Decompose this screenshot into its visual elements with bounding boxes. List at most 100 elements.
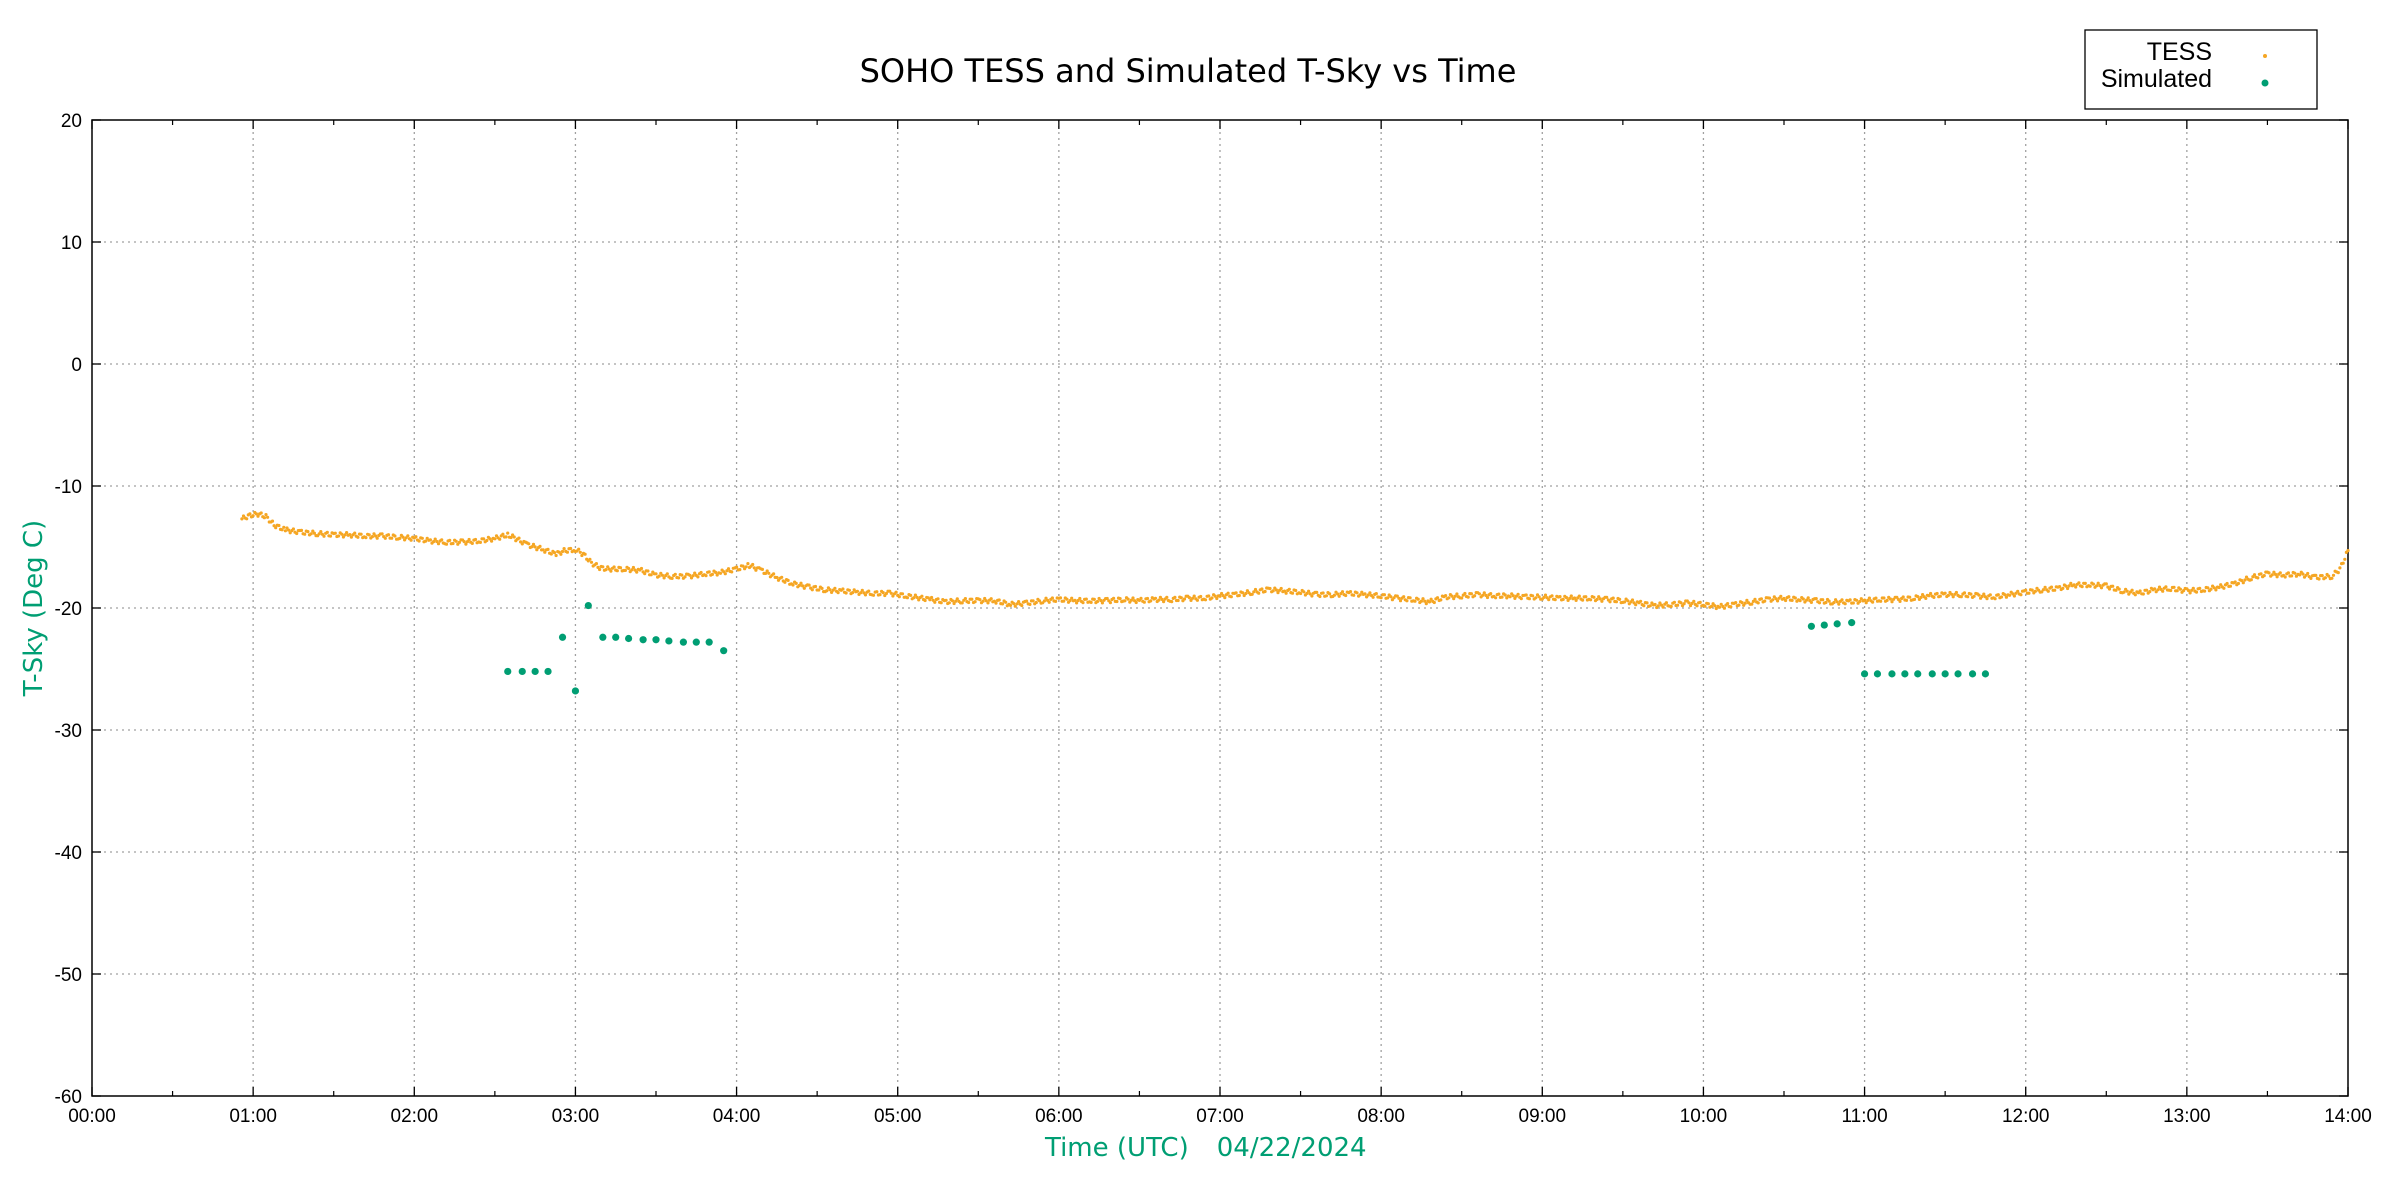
tess-point: [2111, 584, 2115, 588]
tess-point: [348, 533, 352, 537]
tess-point: [944, 598, 948, 602]
tess-point: [367, 533, 371, 537]
tess-point: [1013, 604, 1017, 608]
tess-point: [1473, 594, 1477, 598]
tess-point: [2317, 577, 2321, 581]
tess-point: [1642, 604, 1646, 608]
tess-point: [807, 583, 811, 587]
tess-point: [1070, 596, 1074, 600]
tess-point: [1268, 586, 1272, 591]
tess-point: [786, 578, 790, 583]
tess-point: [1814, 597, 1818, 601]
tess-point: [375, 536, 379, 540]
simulated-point: [1888, 670, 1896, 678]
tess-point: [997, 598, 1001, 602]
tess-point: [983, 596, 987, 601]
tess-point: [1927, 594, 1931, 598]
tess-point: [1287, 587, 1291, 591]
tess-point: [1534, 596, 1538, 600]
tess-point: [1946, 593, 1950, 598]
tess-point: [2107, 587, 2112, 591]
tess-point: [1100, 601, 1104, 605]
tess-point: [744, 565, 748, 569]
tess-point: [2041, 588, 2045, 592]
tess-point: [1173, 595, 1177, 600]
chart-title: SOHO TESS and Simulated T-Sky vs Time: [860, 52, 1517, 90]
tess-point: [601, 565, 605, 569]
tess-point: [2133, 593, 2137, 597]
tess-point: [1427, 600, 1432, 604]
x-axis-label: Time (UTC) 04/22/2024: [1044, 1133, 1367, 1163]
x-tick-label: 03:00: [552, 1106, 600, 1127]
tess-point: [891, 594, 895, 598]
tess-point: [1068, 599, 1072, 603]
tess-point: [1252, 590, 1256, 594]
tess-point: [1419, 599, 1423, 603]
tess-point: [1787, 595, 1791, 599]
tess-point: [2275, 575, 2279, 579]
simulated-point: [558, 633, 567, 641]
tess-point: [833, 586, 837, 590]
tess-point: [752, 566, 756, 570]
tess-point: [609, 569, 613, 573]
tess-point: [349, 535, 353, 539]
tess-point: [1000, 602, 1005, 606]
tess-point: [2053, 588, 2057, 592]
tess-point: [414, 535, 418, 539]
tess-point: [517, 536, 521, 540]
tess-point: [1226, 591, 1230, 595]
tess-point: [1553, 598, 1557, 602]
tess-point: [478, 540, 482, 545]
tess-point: [1034, 600, 1038, 605]
tess-point: [2298, 573, 2302, 577]
x-tick-label: 02:00: [391, 1106, 439, 1127]
tess-point: [2066, 586, 2070, 591]
legend-entry-simulated-marker: [2261, 79, 2269, 87]
tess-point: [1179, 596, 1183, 600]
tess-point: [1020, 603, 1024, 608]
tess-point: [1695, 604, 1699, 608]
tess-point: [760, 567, 765, 572]
tess-point: [1608, 600, 1612, 604]
tess-point: [353, 531, 357, 535]
tess-point: [2194, 590, 2199, 594]
tess-point: [689, 576, 694, 580]
tess-point: [917, 598, 921, 602]
tess-point: [245, 517, 249, 521]
tess-point: [1450, 594, 1454, 598]
tess-point: [2096, 581, 2100, 585]
tess-point: [470, 541, 474, 546]
tess-point: [2077, 581, 2081, 585]
simulated-point: [544, 667, 552, 676]
tess-point: [1012, 602, 1016, 606]
tess-point: [451, 541, 455, 546]
tess-point: [794, 581, 798, 586]
simulated-point: [1968, 670, 1977, 678]
tess-point: [2019, 593, 2023, 597]
tess-point: [2236, 581, 2240, 586]
tess-point: [2228, 584, 2232, 588]
tess-point: [1656, 604, 1660, 608]
tess-point: [2314, 573, 2318, 578]
tess-point: [1543, 593, 1548, 597]
tess-point: [1355, 591, 1359, 595]
tess-point: [1058, 596, 1063, 600]
tess-point: [2252, 573, 2257, 577]
tess-point: [390, 536, 394, 540]
tess-point: [2209, 587, 2213, 591]
tess-point: [1598, 597, 1602, 601]
tess-point: [1073, 598, 1077, 602]
tess-point: [1315, 590, 1319, 595]
tess-point: [520, 542, 524, 546]
tess-point: [1837, 602, 1841, 606]
tess-point: [2225, 581, 2229, 586]
tess-point: [2046, 589, 2050, 593]
tess-point: [1444, 594, 1448, 598]
x-tick-label: 01:00: [229, 1106, 277, 1127]
simulated-point: [652, 636, 660, 644]
tess-point: [406, 534, 410, 538]
tess-point: [1374, 592, 1378, 596]
tess-point: [401, 535, 405, 539]
tess-point: [1898, 599, 1902, 604]
tess-point: [2206, 586, 2210, 590]
